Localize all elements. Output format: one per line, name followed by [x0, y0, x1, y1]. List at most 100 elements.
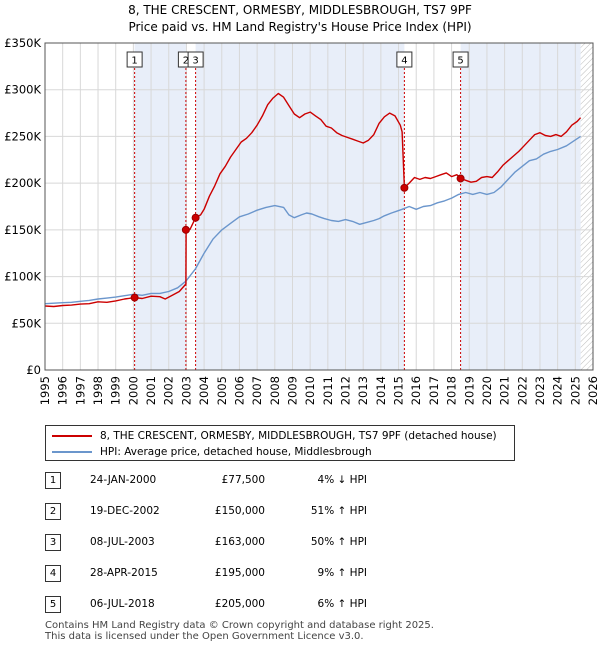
sale-number-badge: 4: [45, 565, 61, 582]
sale-hpi-diff: 6% ↑ HPI: [317, 598, 367, 610]
chart-title-line-1: 8, THE CRESCENT, ORMESBY, MIDDLESBROUGH,…: [128, 3, 472, 17]
x-tick-label: 2026: [586, 376, 600, 405]
table-row: 1 24-JAN-2000 £77,500 4% ↓ HPI: [45, 472, 445, 490]
sale-point: [181, 225, 190, 234]
chart-title-line-2: Price paid vs. HM Land Registry's House …: [128, 20, 472, 34]
sale-price: £150,000: [214, 505, 265, 517]
table-row: 5 06-JUL-2018 £205,000 6% ↑ HPI: [45, 596, 445, 614]
x-tick-label: 2024: [551, 376, 565, 405]
sale-price: £195,000: [214, 567, 265, 579]
sale-points: [130, 174, 465, 302]
x-tick-label: 2015: [392, 376, 406, 405]
sale-hpi-diff: 9% ↑ HPI: [317, 567, 367, 579]
sale-marker-box: [126, 51, 143, 68]
future-hatch: [580, 43, 593, 370]
chart-title: 8, THE CRESCENT, ORMESBY, MIDDLESBROUGH,…: [0, 2, 600, 36]
x-tick-label: 2006: [232, 376, 246, 405]
sale-price: £205,000: [214, 598, 265, 610]
x-tick-label: 2011: [321, 376, 335, 405]
sale-point: [456, 174, 465, 183]
sale-number-badge: 5: [45, 596, 61, 613]
sale-marker-box: [187, 51, 204, 68]
sale-number-badge: 3: [45, 534, 61, 551]
legend-swatch-property: [52, 435, 92, 437]
sale-marker-number: 3: [192, 56, 198, 67]
y-axis-ticks: £0 £50K £100K £150K £200K £250K £300K £350K: [4, 36, 41, 377]
x-tick-label: 2001: [144, 376, 158, 405]
x-tick-label: 2013: [356, 376, 370, 405]
x-tick-label: 2025: [568, 376, 582, 405]
sale-marker-number: 5: [457, 56, 463, 67]
sale-point: [130, 293, 139, 302]
sale-point: [400, 183, 409, 192]
x-tick-label: 2009: [285, 376, 299, 405]
x-tick-label: 2022: [515, 376, 529, 405]
sale-number-badge: 1: [45, 472, 61, 489]
footer-line-2: This data is licensed under the Open Gov…: [45, 631, 364, 642]
sale-date: 08-JUL-2003: [90, 536, 155, 548]
footer-line-1: Contains HM Land Registry data © Crown c…: [45, 620, 434, 631]
x-tick-label: 2007: [250, 376, 264, 405]
plot-frame: [44, 42, 594, 371]
x-tick-label: 1999: [109, 376, 123, 405]
x-tick-label: 2000: [126, 376, 140, 405]
sale-price: £163,000: [214, 536, 265, 548]
sale-marker-number: 1: [131, 56, 137, 67]
legend-item-hpi: HPI: Average price, detached house, Midd…: [52, 445, 372, 459]
sale-marker-number: 2: [183, 56, 189, 67]
x-tick-label: 2016: [409, 376, 423, 405]
shaded-period: [195, 43, 405, 370]
x-axis-ticks: 1995 1996 1997 1998 1999 2000 2001 2002 2003 2004…: [38, 376, 600, 405]
sale-marker-box: [452, 51, 469, 68]
x-tick-label: 2004: [197, 376, 211, 405]
shaded-period: [460, 43, 581, 370]
sale-marker-label: 1: [126, 51, 143, 68]
y-tick-label: £100K: [4, 270, 41, 284]
footer-attribution: Contains HM Land Registry data © Crown c…: [45, 620, 434, 642]
x-tick-label: 2020: [480, 376, 494, 405]
x-tick-label: 1996: [56, 376, 70, 405]
y-tick-label: £300K: [4, 83, 41, 97]
hpi-line: [44, 135, 581, 305]
x-tick-label: 2023: [533, 376, 547, 405]
x-tick-label: 2003: [179, 376, 193, 405]
chart-legend: 8, THE CRESCENT, ORMESBY, MIDDLESBROUGH,…: [45, 425, 515, 461]
y-tick-label: £350K: [4, 36, 41, 50]
shaded-period: [134, 43, 186, 370]
y-tick-label: £200K: [4, 176, 41, 190]
x-tick-label: 2010: [303, 376, 317, 405]
x-tick-label: 1997: [73, 376, 87, 405]
shaded-periods: [134, 43, 593, 370]
x-tick-label: 2019: [462, 376, 476, 405]
x-tick-label: 2018: [445, 376, 459, 405]
sale-date: 19-DEC-2002: [90, 505, 160, 517]
sale-number-badge: 2: [45, 503, 61, 520]
sale-hpi-diff: 50% ↑ HPI: [310, 536, 367, 548]
price-chart: £0 £50K £100K £150K £200K £250K £300K £350K 199…: [4, 36, 600, 405]
table-row: 2 19-DEC-2002 £150,000 51% ↑ HPI: [45, 503, 445, 521]
sale-date: 28-APR-2015: [90, 567, 158, 579]
y-tick-label: £0: [26, 363, 41, 377]
x-tick-label: 2014: [374, 376, 388, 405]
legend-swatch-hpi: [52, 451, 92, 453]
sale-marker-box: [396, 51, 413, 68]
sale-date: 06-JUL-2018: [90, 598, 155, 610]
x-tick-label: 2021: [498, 376, 512, 405]
sale-marker-label: 5: [452, 51, 469, 68]
sale-point: [191, 213, 200, 222]
legend-item-property: 8, THE CRESCENT, ORMESBY, MIDDLESBROUGH,…: [52, 429, 497, 443]
legend-label-property: 8, THE CRESCENT, ORMESBY, MIDDLESBROUGH,…: [100, 430, 497, 442]
y-tick-label: £50K: [12, 316, 42, 330]
sale-price: £77,500: [221, 474, 265, 486]
y-tick-label: £250K: [4, 129, 41, 143]
series-lines: [44, 92, 582, 308]
y-tick-label: £150K: [4, 223, 41, 237]
x-tick-label: 2008: [268, 376, 282, 405]
sale-hpi-diff: 51% ↑ HPI: [310, 505, 367, 517]
sale-hpi-diff: 4% ↓ HPI: [317, 474, 367, 486]
x-tick-label: 2005: [215, 376, 229, 405]
property-price-line: [44, 92, 582, 308]
sale-marker-label: 4: [396, 51, 413, 68]
sale-marker-number: 4: [401, 56, 407, 67]
